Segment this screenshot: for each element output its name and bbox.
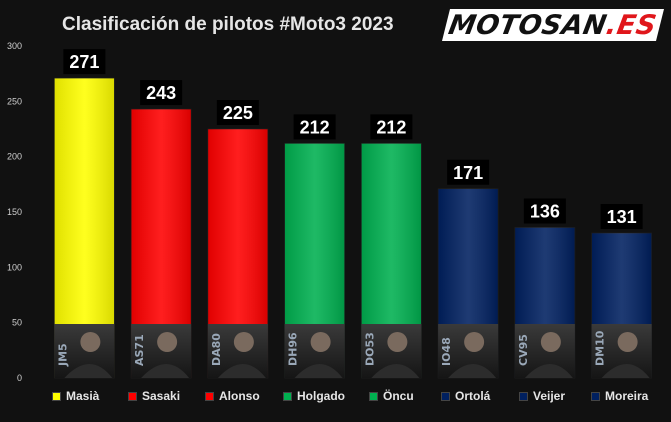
bar-group: DA80 225 bbox=[207, 100, 269, 379]
rider-head bbox=[310, 332, 331, 352]
data-label-box bbox=[523, 198, 566, 224]
bar-group: DM10 131 bbox=[591, 204, 652, 379]
rider-body bbox=[294, 364, 343, 378]
y-tick-label: 250 bbox=[7, 96, 22, 106]
chart-title: Clasificación de pilotos #Moto3 2023 bbox=[62, 14, 394, 35]
rider-body bbox=[371, 364, 420, 378]
legend-item: Alonso bbox=[205, 389, 260, 403]
chart-legend: Masià Sasaki Alonso Holgado Öncu Ortolá Veijer… bbox=[52, 389, 664, 407]
rider-head bbox=[464, 332, 485, 352]
data-label-box bbox=[63, 49, 106, 75]
rider-number: DM10 bbox=[594, 330, 607, 366]
data-label: 243 bbox=[146, 83, 176, 103]
legend-label: Alonso bbox=[219, 389, 260, 403]
rider-body bbox=[64, 364, 113, 378]
y-tick-label: 100 bbox=[7, 262, 22, 272]
legend-item: Veijer bbox=[519, 389, 565, 403]
rider-head bbox=[80, 332, 101, 352]
rider-number: JM5 bbox=[56, 343, 69, 367]
data-label: 212 bbox=[376, 117, 406, 137]
legend-label: Öncu bbox=[383, 389, 414, 403]
legend-label: Holgado bbox=[297, 389, 345, 403]
y-tick-label: 150 bbox=[7, 207, 22, 217]
legend-swatch bbox=[519, 391, 528, 401]
data-label-box bbox=[293, 114, 336, 140]
data-label: 212 bbox=[300, 117, 330, 137]
y-tick-label: 50 bbox=[12, 318, 22, 328]
data-label-box bbox=[600, 204, 643, 230]
bar-group: DH96 212 bbox=[284, 114, 345, 379]
legend-label: Masià bbox=[66, 389, 100, 403]
rider-number: DO53 bbox=[363, 332, 376, 366]
y-tick-label: 200 bbox=[7, 152, 22, 162]
data-label: 225 bbox=[223, 103, 253, 123]
legend-item: Öncu bbox=[369, 389, 414, 403]
data-label: 271 bbox=[69, 52, 99, 72]
y-tick-label: 300 bbox=[7, 41, 22, 51]
data-label-box bbox=[216, 100, 259, 125]
rider-number: IO48 bbox=[440, 337, 453, 366]
bar-group: JM5 271 bbox=[54, 49, 115, 379]
rider-head bbox=[540, 332, 561, 352]
rider-number: DH96 bbox=[287, 332, 300, 366]
data-label: 136 bbox=[530, 201, 560, 221]
bar-group: IO48 171 bbox=[437, 159, 499, 379]
bar-group: DO53 212 bbox=[361, 114, 422, 379]
legend-swatch bbox=[52, 391, 61, 401]
legend-item: Masià bbox=[52, 389, 99, 403]
data-label-box bbox=[370, 114, 413, 140]
legend-swatch bbox=[283, 391, 292, 401]
rider-body bbox=[524, 364, 573, 378]
data-label: 131 bbox=[607, 207, 637, 227]
rider-head bbox=[157, 332, 178, 352]
legend-swatch bbox=[205, 391, 214, 401]
legend-swatch bbox=[369, 391, 378, 401]
legend-label: Moreira bbox=[605, 389, 649, 403]
legend-swatch bbox=[441, 391, 450, 401]
rider-body bbox=[217, 364, 266, 378]
legend-item: Holgado bbox=[283, 389, 345, 403]
data-label-box bbox=[447, 159, 490, 185]
legend-item: Sasaki bbox=[128, 389, 180, 403]
legend-label: Sasaki bbox=[142, 389, 181, 403]
legend-item: Moreira bbox=[591, 389, 648, 403]
data-label: 171 bbox=[453, 163, 483, 183]
rider-head bbox=[233, 332, 254, 352]
rider-number: CV95 bbox=[517, 334, 530, 366]
rider-head bbox=[617, 332, 638, 352]
legend-item: Ortolá bbox=[441, 389, 490, 403]
bar-group: CV95 136 bbox=[514, 198, 576, 379]
y-tick-label: 0 bbox=[17, 373, 22, 383]
bar-group: AS71 243 bbox=[130, 80, 192, 379]
legend-swatch bbox=[591, 391, 600, 401]
rider-head bbox=[387, 332, 408, 352]
data-label-box bbox=[140, 80, 183, 106]
rider-body bbox=[601, 364, 650, 378]
rider-body bbox=[448, 364, 497, 378]
rider-number: DA80 bbox=[210, 333, 223, 366]
legend-swatch bbox=[128, 391, 137, 401]
rider-number: AS71 bbox=[133, 334, 146, 366]
legend-label: Veijer bbox=[533, 389, 566, 403]
legend-label: Ortolá bbox=[455, 389, 491, 403]
rider-body bbox=[141, 364, 190, 378]
